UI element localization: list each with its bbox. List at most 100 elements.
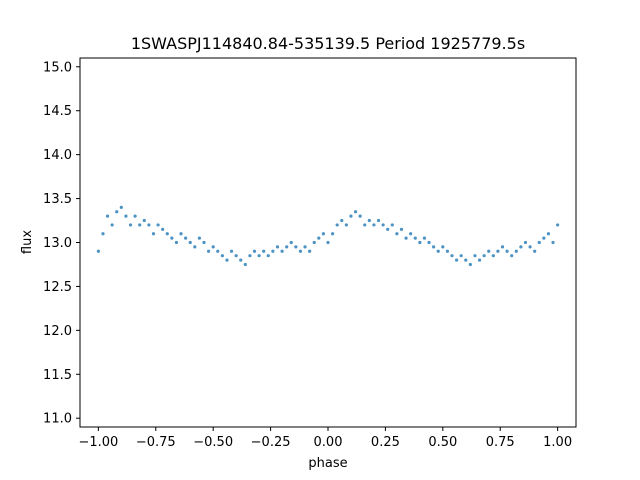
scatter-point <box>450 254 454 258</box>
scatter-point <box>445 249 450 253</box>
x-tick-label: 0.00 <box>314 435 343 450</box>
x-tick-label: −0.75 <box>136 435 176 450</box>
scatter-point <box>367 218 371 223</box>
scatter-point <box>206 249 211 253</box>
scatter-point <box>418 240 422 245</box>
scatter-point <box>275 245 280 249</box>
x-tick-label: 0.50 <box>428 435 457 450</box>
scatter-point <box>454 258 459 262</box>
scatter-point <box>243 262 247 267</box>
scatter-point <box>500 245 505 249</box>
scatter-point <box>326 240 330 245</box>
scatter-point <box>390 223 394 227</box>
scatter-point <box>202 240 206 245</box>
scatter-point <box>161 227 165 231</box>
chart-title: 1SWASPJ114840.84-535139.5 Period 1925779… <box>131 34 525 53</box>
scatter-point <box>289 240 293 245</box>
scatter-point <box>523 240 528 245</box>
scatter-point <box>395 232 399 236</box>
y-tick-label: 12.0 <box>43 324 72 339</box>
scatter-point <box>303 245 307 249</box>
scatter-point <box>468 262 472 267</box>
scatter-point <box>482 254 486 258</box>
scatter-point <box>179 232 183 236</box>
scatter-point <box>427 240 431 245</box>
scatter-point <box>239 258 243 262</box>
scatter-point <box>413 236 417 240</box>
x-axis: −1.00 −0.75 −0.50 −0.25 0.00 0.25 0.50 0.75 1.00 <box>78 427 572 450</box>
scatter-point <box>464 258 468 262</box>
scatter-point <box>491 254 495 258</box>
scatter-point <box>381 223 385 227</box>
scatter-point <box>124 214 128 218</box>
scatter-point <box>496 249 500 253</box>
scatter-point <box>533 249 537 253</box>
scatter-point <box>156 223 160 227</box>
scatter-point <box>556 223 560 227</box>
scatter-point <box>422 236 427 240</box>
scatter-point <box>335 223 339 227</box>
scatter-point <box>248 254 252 258</box>
y-tick-label: 14.0 <box>43 148 72 163</box>
x-axis-label: phase <box>308 456 347 471</box>
scatter-point <box>399 227 404 231</box>
scatter-point <box>436 249 440 253</box>
scatter-point <box>170 236 174 240</box>
scatter-point <box>537 240 541 245</box>
scatter-point <box>404 236 408 240</box>
scatter-point <box>298 249 303 253</box>
y-axis: 11.0 11.5 12.0 12.5 13.0 13.5 14.0 14.5 15.0 <box>43 60 80 427</box>
y-tick-label: 13.5 <box>43 192 72 207</box>
y-tick-label: 11.5 <box>43 368 72 383</box>
x-tick-label: 1.00 <box>543 435 572 450</box>
scatter-point <box>376 218 381 223</box>
scatter-point <box>340 218 344 223</box>
scatter-point <box>308 249 312 253</box>
scatter-point <box>280 249 284 253</box>
scatter-point <box>330 232 335 236</box>
scatter-point <box>551 240 555 245</box>
x-tick-label: −1.00 <box>78 435 118 450</box>
scatter-point <box>477 258 482 262</box>
y-tick-label: 12.5 <box>43 280 72 295</box>
scatter-point <box>432 245 436 249</box>
y-tick-label: 11.0 <box>43 412 72 427</box>
scatter-point <box>473 254 477 258</box>
scatter-point <box>363 223 367 227</box>
scatter-point <box>184 236 188 240</box>
scatter-point <box>514 249 518 253</box>
scatter-point <box>317 236 321 240</box>
scatter-point <box>151 232 156 236</box>
scatter-point <box>372 223 376 227</box>
scatter-point <box>321 232 326 236</box>
scatter-point <box>528 245 532 249</box>
x-tick-label: −0.25 <box>251 435 291 450</box>
scatter-point <box>128 223 133 227</box>
scatter-point <box>188 240 192 245</box>
scatter-point <box>459 254 463 258</box>
scatter-point <box>257 254 261 258</box>
scatter-point <box>487 249 491 253</box>
scatter-point <box>386 227 390 231</box>
scatter-point <box>138 223 142 227</box>
scatter-point <box>285 245 289 249</box>
x-tick-label: 0.75 <box>486 435 515 450</box>
y-tick-label: 13.0 <box>43 236 72 251</box>
scatter-point <box>358 214 362 218</box>
x-tick-label: −0.50 <box>193 435 233 450</box>
scatter-point <box>271 249 275 253</box>
scatter-point <box>229 249 234 253</box>
scatter-point <box>225 258 229 262</box>
scatter-point <box>193 245 197 249</box>
x-tick-label: 0.25 <box>371 435 400 450</box>
scatter-point <box>344 223 348 227</box>
y-tick-label: 14.5 <box>43 104 72 119</box>
scatter-point <box>216 249 220 253</box>
scatter-point <box>266 254 270 258</box>
y-axis-label: flux <box>20 230 35 254</box>
scatter-point <box>519 245 523 249</box>
scatter-point <box>262 249 266 253</box>
scatter-point <box>234 254 238 258</box>
scatter-point <box>510 254 514 258</box>
scatter-point <box>101 232 105 236</box>
